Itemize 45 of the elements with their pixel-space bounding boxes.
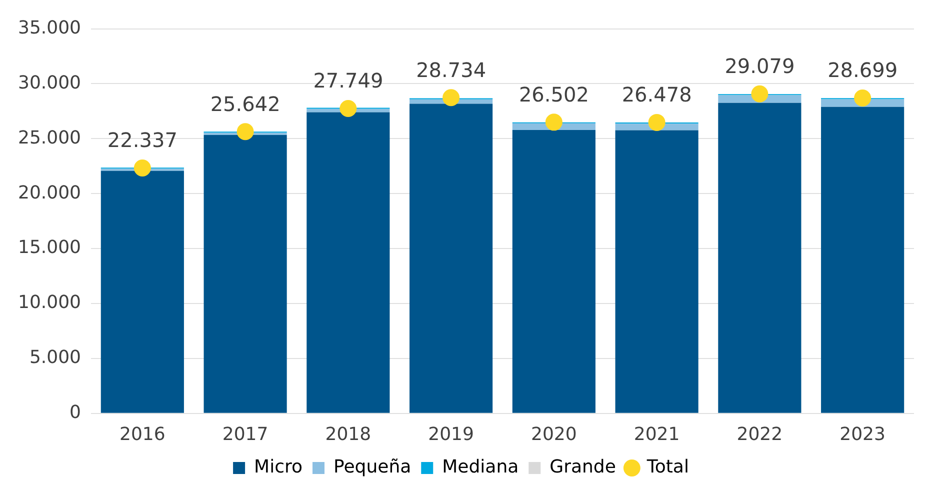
point xyxy=(854,90,872,107)
x-tick-label: 2019 xyxy=(428,424,474,445)
y-tick-label: 10.000 xyxy=(18,292,81,314)
x-tick-label: 2022 xyxy=(736,424,783,445)
bar xyxy=(821,106,904,413)
bar xyxy=(204,134,287,413)
y-tick-label: 20.000 xyxy=(18,182,81,204)
x-tick-label: 2021 xyxy=(634,424,680,445)
y-tick-label: 15.000 xyxy=(18,237,81,258)
point xyxy=(545,114,562,131)
legend-label: Grande xyxy=(550,456,616,478)
data-label: 28.699 xyxy=(828,58,898,82)
bar xyxy=(306,112,390,413)
point xyxy=(340,100,357,117)
y-tick-label: 0 xyxy=(70,402,81,424)
bar xyxy=(512,130,596,413)
data-label: 25.642 xyxy=(210,92,280,116)
x-tick-label: 2018 xyxy=(325,424,372,445)
legend-label: Pequeña xyxy=(333,456,412,478)
point xyxy=(442,89,460,106)
data-label: 22.337 xyxy=(107,128,178,152)
data-label: 26.478 xyxy=(622,82,692,107)
bar xyxy=(410,104,493,413)
x-tick-label: 2017 xyxy=(222,424,268,445)
point xyxy=(236,123,254,140)
legend-label: Mediana xyxy=(442,456,519,478)
y-tick-label: 35.000 xyxy=(18,17,81,38)
bar xyxy=(615,130,698,413)
data-label: 27.749 xyxy=(313,68,384,93)
data-label: 29.079 xyxy=(724,54,795,78)
y-tick-label: 5.000 xyxy=(29,347,81,368)
point xyxy=(751,85,768,102)
legend-label: Total xyxy=(646,456,689,478)
y-tick-label: 30.000 xyxy=(18,72,81,94)
x-tick-label: 2016 xyxy=(120,424,166,445)
data-label: 28.734 xyxy=(416,58,486,82)
y-tick-label: 25.000 xyxy=(18,127,81,148)
x-tick-label: 2023 xyxy=(840,424,886,445)
bar xyxy=(100,170,184,413)
point xyxy=(648,114,666,131)
legend-label: Micro xyxy=(254,456,302,478)
bar xyxy=(718,102,802,413)
data-label: 26.502 xyxy=(518,82,589,106)
x-tick-label: 2020 xyxy=(531,424,577,445)
point xyxy=(134,159,151,176)
